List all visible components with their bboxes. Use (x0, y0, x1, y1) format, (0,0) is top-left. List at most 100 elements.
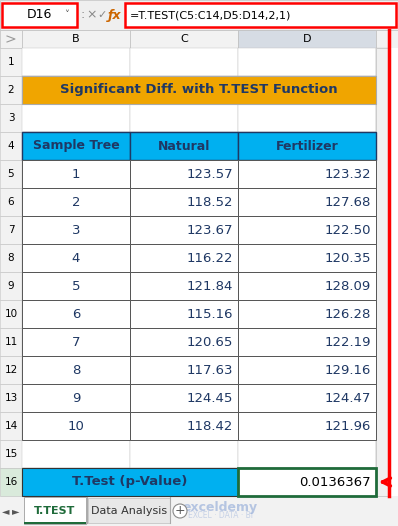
Bar (22, 48, 130, 76)
Bar (130, 356, 238, 384)
Text: 6: 6 (72, 308, 80, 320)
Text: exceldemy: exceldemy (182, 501, 258, 514)
Bar (376, 188, 390, 216)
Bar (22, 216, 130, 244)
Bar (0, 76, 22, 104)
Text: 5: 5 (72, 279, 80, 292)
Bar (376, 48, 390, 496)
Bar (238, 440, 376, 468)
Bar (130, 76, 238, 104)
Text: ◄: ◄ (2, 506, 10, 516)
Bar (130, 160, 238, 188)
Bar (24, 497, 86, 524)
Text: 9: 9 (8, 281, 14, 291)
Bar (376, 272, 390, 300)
Text: 3: 3 (8, 113, 14, 123)
Bar (0, 440, 22, 468)
Bar (22, 160, 130, 188)
Bar (22, 300, 130, 328)
Bar (130, 48, 238, 76)
Text: 116.22: 116.22 (187, 251, 233, 265)
Bar (238, 188, 376, 216)
Bar (130, 300, 238, 328)
Bar (130, 384, 238, 412)
Bar (22, 132, 130, 160)
Circle shape (173, 504, 187, 518)
Bar (238, 384, 376, 412)
Bar (22, 216, 130, 244)
Text: ►: ► (12, 506, 20, 516)
Text: 0.0136367: 0.0136367 (299, 476, 371, 489)
Text: 6: 6 (8, 197, 14, 207)
Bar (130, 440, 238, 468)
Bar (0, 160, 22, 188)
Bar (238, 216, 376, 244)
Bar (238, 356, 376, 384)
Bar (88, 498, 170, 523)
Bar (238, 188, 376, 216)
Text: 9: 9 (72, 391, 80, 404)
Text: C: C (180, 34, 188, 44)
Bar (2, 3, 77, 27)
Text: 124.45: 124.45 (187, 391, 233, 404)
Bar (238, 216, 376, 244)
Bar (130, 188, 238, 216)
Bar (130, 272, 238, 300)
Text: 121.84: 121.84 (187, 279, 233, 292)
Text: =T.TEST(C5:C14,D5:D14,2,1): =T.TEST(C5:C14,D5:D14,2,1) (130, 10, 291, 20)
Bar (130, 328, 238, 356)
Bar (0, 328, 22, 356)
Bar (238, 160, 376, 188)
Text: ✓: ✓ (98, 10, 107, 20)
Bar (0, 30, 22, 48)
Bar (130, 244, 238, 272)
Bar (130, 216, 238, 244)
Bar (130, 188, 238, 216)
Text: 117.63: 117.63 (187, 363, 233, 377)
Bar (0, 384, 22, 412)
Text: 1: 1 (72, 167, 80, 180)
Text: 123.32: 123.32 (324, 167, 371, 180)
Bar (376, 356, 390, 384)
Bar (22, 440, 130, 468)
Bar (0, 48, 22, 76)
Bar (22, 160, 130, 188)
Text: Fertilizer: Fertilizer (276, 139, 338, 153)
Text: Sample Tree: Sample Tree (33, 139, 119, 153)
Text: 8: 8 (72, 363, 80, 377)
Bar (22, 30, 130, 48)
Text: 121.96: 121.96 (325, 420, 371, 432)
Bar (0, 0, 398, 30)
Bar (238, 468, 376, 496)
Text: 11: 11 (4, 337, 18, 347)
Text: T.TEST: T.TEST (34, 506, 76, 516)
Bar (376, 104, 390, 132)
Text: 4: 4 (72, 251, 80, 265)
Text: Significant Diff. with T.TEST Function: Significant Diff. with T.TEST Function (60, 84, 338, 96)
Text: 118.42: 118.42 (187, 420, 233, 432)
Bar (376, 412, 390, 440)
Text: T.Test (p-Value): T.Test (p-Value) (72, 476, 188, 489)
Text: 7: 7 (72, 336, 80, 349)
Bar (22, 328, 130, 356)
Text: 5: 5 (8, 169, 14, 179)
Bar (130, 272, 238, 300)
Text: :: : (81, 8, 85, 22)
Bar (130, 412, 238, 440)
Text: 16: 16 (4, 477, 18, 487)
Text: 115.16: 115.16 (187, 308, 233, 320)
Bar (376, 468, 390, 496)
Text: 8: 8 (8, 253, 14, 263)
Text: B: B (72, 34, 80, 44)
Bar (130, 30, 238, 48)
Text: ×: × (87, 8, 97, 22)
Bar (22, 188, 130, 216)
Text: 123.67: 123.67 (187, 224, 233, 237)
Bar (22, 468, 130, 496)
Bar (0, 104, 22, 132)
Bar (238, 132, 376, 160)
Text: 15: 15 (4, 449, 18, 459)
Bar (22, 76, 130, 104)
Bar (238, 160, 376, 188)
Text: EXCEL · DATA · BI: EXCEL · DATA · BI (187, 511, 252, 521)
